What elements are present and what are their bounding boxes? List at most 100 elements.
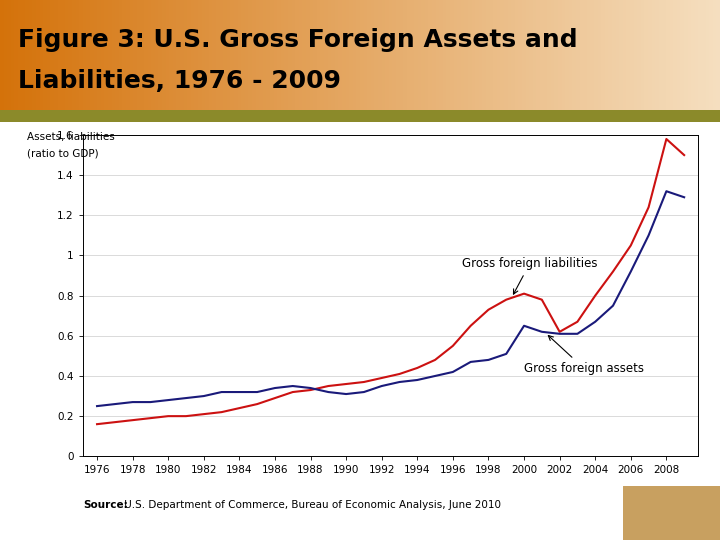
Bar: [587, 0, 590, 111]
Bar: [522, 0, 526, 111]
Bar: [0, 0, 4, 111]
Bar: [576, 0, 580, 111]
Bar: [151, 0, 155, 111]
Bar: [454, 0, 457, 111]
Bar: [583, 0, 587, 111]
Bar: [414, 0, 418, 111]
Bar: [457, 0, 461, 111]
Bar: [266, 0, 270, 111]
Bar: [554, 0, 558, 111]
Bar: [486, 0, 490, 111]
Bar: [461, 0, 464, 111]
Bar: [407, 0, 410, 111]
Text: U.S. Department of Commerce, Bureau of Economic Analysis, June 2010: U.S. Department of Commerce, Bureau of E…: [121, 500, 501, 510]
Text: Source:: Source:: [83, 500, 127, 510]
Bar: [472, 0, 475, 111]
Bar: [580, 0, 583, 111]
Bar: [626, 0, 630, 111]
Bar: [274, 0, 277, 111]
Bar: [644, 0, 648, 111]
Bar: [18, 0, 22, 111]
Bar: [234, 0, 238, 111]
Bar: [551, 0, 554, 111]
Bar: [421, 0, 425, 111]
Bar: [378, 0, 382, 111]
Bar: [302, 0, 306, 111]
Bar: [209, 0, 212, 111]
Bar: [194, 0, 198, 111]
Bar: [670, 0, 673, 111]
Bar: [252, 0, 256, 111]
Bar: [446, 0, 450, 111]
Bar: [364, 0, 367, 111]
Bar: [702, 0, 706, 111]
Bar: [346, 0, 349, 111]
Bar: [148, 0, 151, 111]
Bar: [205, 0, 209, 111]
Bar: [504, 0, 508, 111]
Bar: [515, 0, 518, 111]
Bar: [25, 0, 29, 111]
Bar: [277, 0, 281, 111]
Bar: [4, 0, 7, 111]
Bar: [284, 0, 288, 111]
Bar: [230, 0, 234, 111]
Bar: [655, 0, 659, 111]
Bar: [79, 0, 83, 111]
Bar: [187, 0, 191, 111]
Bar: [216, 0, 220, 111]
Bar: [500, 0, 504, 111]
Bar: [137, 0, 140, 111]
Bar: [68, 0, 72, 111]
Bar: [389, 0, 392, 111]
Bar: [259, 0, 263, 111]
Bar: [695, 0, 698, 111]
Bar: [374, 0, 378, 111]
Bar: [713, 0, 716, 111]
Bar: [158, 0, 162, 111]
Bar: [295, 0, 299, 111]
Bar: [497, 0, 500, 111]
Bar: [108, 0, 112, 111]
Bar: [529, 0, 533, 111]
Bar: [32, 0, 36, 111]
Bar: [191, 0, 194, 111]
Bar: [367, 0, 371, 111]
Bar: [526, 0, 529, 111]
Bar: [119, 0, 122, 111]
Bar: [22, 0, 25, 111]
Bar: [97, 0, 101, 111]
Bar: [47, 0, 50, 111]
Bar: [652, 0, 655, 111]
Bar: [562, 0, 565, 111]
Bar: [335, 0, 338, 111]
Text: Assets, liabilities: Assets, liabilities: [27, 132, 115, 143]
Bar: [349, 0, 353, 111]
Bar: [479, 0, 482, 111]
Bar: [482, 0, 486, 111]
Bar: [101, 0, 104, 111]
Bar: [7, 0, 11, 111]
Bar: [54, 0, 58, 111]
Bar: [83, 0, 86, 111]
Bar: [122, 0, 126, 111]
Bar: [212, 0, 216, 111]
Bar: [605, 0, 608, 111]
Bar: [666, 0, 670, 111]
Bar: [65, 0, 68, 111]
Bar: [331, 0, 335, 111]
Bar: [432, 0, 436, 111]
Bar: [360, 0, 364, 111]
Bar: [220, 0, 223, 111]
Bar: [410, 0, 414, 111]
Bar: [202, 0, 205, 111]
Bar: [130, 0, 133, 111]
Bar: [72, 0, 76, 111]
Bar: [320, 0, 324, 111]
Bar: [133, 0, 137, 111]
Bar: [14, 0, 18, 111]
Text: Gross foreign assets: Gross foreign assets: [524, 335, 644, 375]
Bar: [450, 0, 454, 111]
Bar: [324, 0, 328, 111]
Bar: [11, 0, 14, 111]
